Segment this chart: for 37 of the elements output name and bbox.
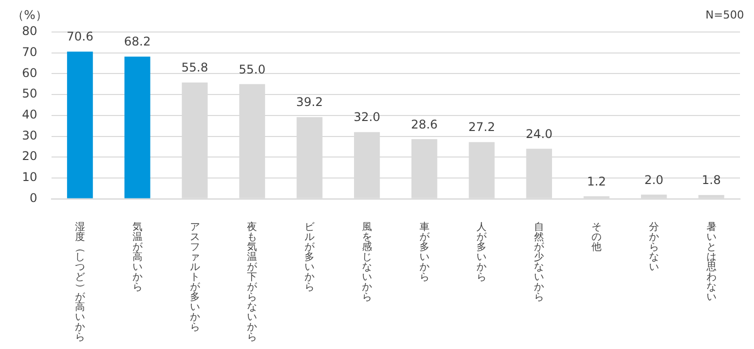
x-tick-label: 人が多いから xyxy=(476,222,487,283)
data-label: 27.2 xyxy=(468,120,496,134)
category-label: 湿度（しつど）が高いから xyxy=(74,222,86,343)
data-label: 28.6 xyxy=(410,117,438,132)
x-tick-label: その他 xyxy=(592,222,602,253)
y-axis-title: （%） xyxy=(12,8,48,22)
data-label: 1.8 xyxy=(702,173,721,188)
x-tick-label: 自然が少ないから xyxy=(534,222,544,303)
data-label: 32.0 xyxy=(354,110,380,124)
x-tick-label: 気温が高いから xyxy=(132,222,142,293)
y-tick-label: 70 xyxy=(22,44,38,59)
x-tick-label: 車が多いから xyxy=(419,222,430,283)
text: N=500 xyxy=(706,8,744,22)
data-label: 55.8 xyxy=(181,60,208,75)
data-label: 39.2 xyxy=(296,95,323,110)
x-tick-label: 風を感じないから xyxy=(362,222,372,303)
y-tick-label: 30 xyxy=(22,128,38,142)
y-tick-label: 10 xyxy=(22,170,38,184)
x-tick-label: 暑いとは思わない xyxy=(706,222,716,303)
category-label: アスファルトが多いから xyxy=(190,222,200,333)
bar xyxy=(67,52,93,198)
data-label: 55.0 xyxy=(238,62,266,76)
data-label: 2.0 xyxy=(644,172,664,187)
y-tick-label: 0 xyxy=(30,190,38,205)
data-label: 1.2 xyxy=(586,174,606,188)
bar xyxy=(124,56,150,198)
data-label: 70.6 xyxy=(66,30,94,44)
x-tick-label: ビルが多いから xyxy=(304,222,315,293)
y-tick-label: 60 xyxy=(22,66,38,80)
data-label: 68.2 xyxy=(124,34,151,49)
y-tick-label: 40 xyxy=(22,108,38,122)
data-label: 24.0 xyxy=(526,126,552,141)
y-tick-label: 80 xyxy=(22,24,38,38)
y-tick-label: 50 xyxy=(22,86,38,101)
category-label: 夜も気温が下がらないから xyxy=(247,222,258,343)
x-tick-label: 分からない xyxy=(648,222,659,273)
y-tick-label: 20 xyxy=(22,149,38,164)
